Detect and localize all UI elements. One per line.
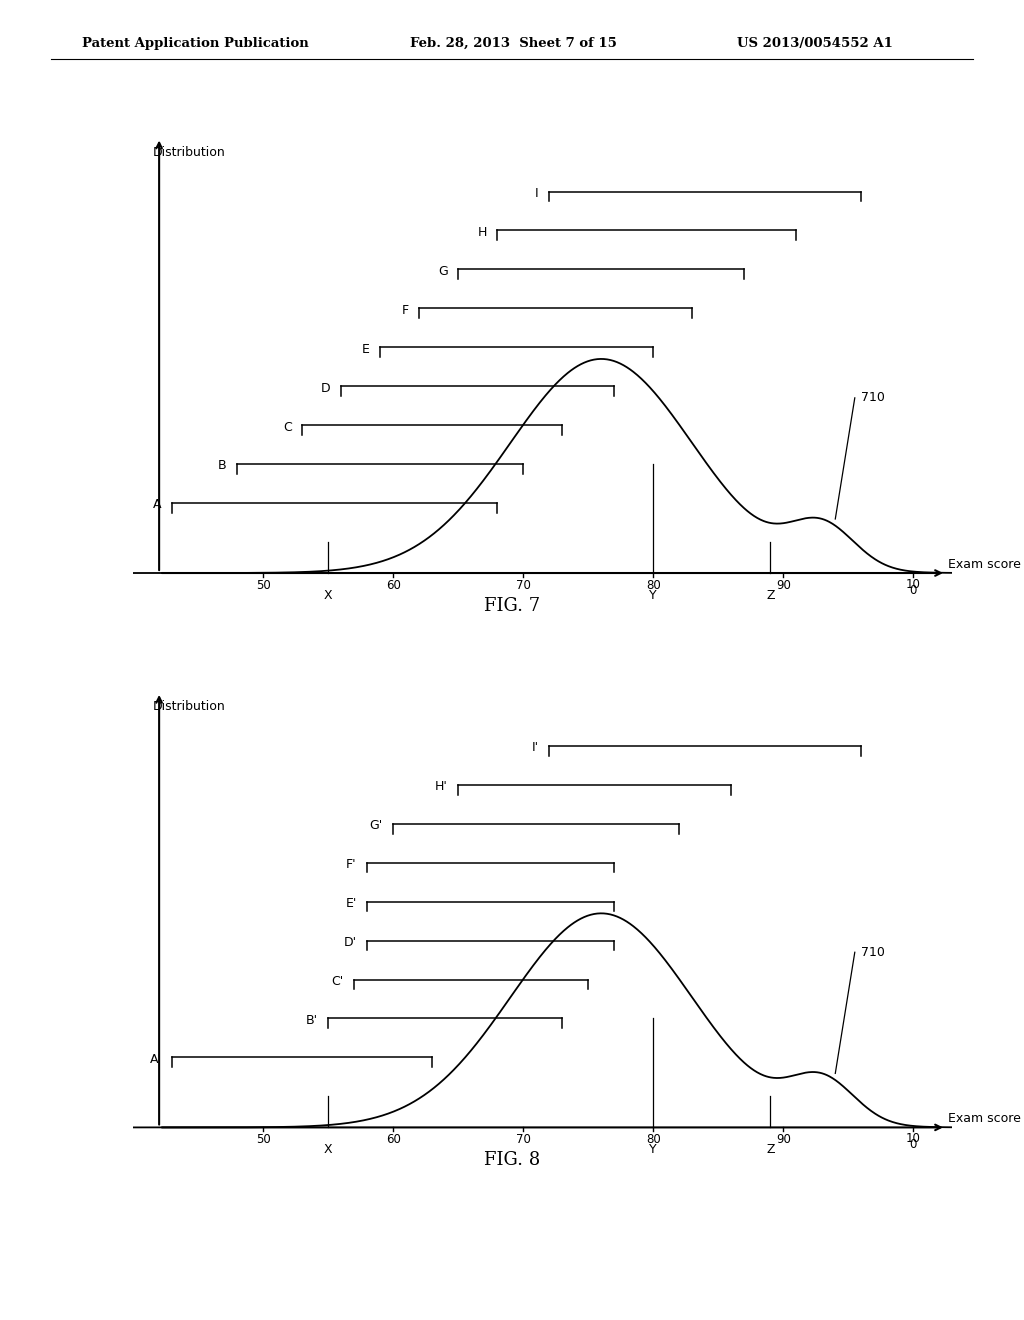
Text: C: C <box>283 421 292 433</box>
Text: E': E' <box>345 898 356 909</box>
Text: 90: 90 <box>776 1134 791 1146</box>
Text: E: E <box>361 343 370 355</box>
Text: D: D <box>322 381 331 395</box>
Text: H: H <box>477 226 486 239</box>
Text: 70: 70 <box>516 579 530 591</box>
Text: 80: 80 <box>646 579 660 591</box>
Text: Feb. 28, 2013  Sheet 7 of 15: Feb. 28, 2013 Sheet 7 of 15 <box>410 37 616 50</box>
Text: 0: 0 <box>909 1138 918 1151</box>
Text: Z: Z <box>766 1143 774 1156</box>
Text: 50: 50 <box>256 1134 270 1146</box>
Text: G: G <box>438 265 447 279</box>
Text: X: X <box>324 589 333 602</box>
Text: FIG. 8: FIG. 8 <box>484 1151 540 1170</box>
Text: D': D' <box>344 936 356 949</box>
Text: 60: 60 <box>386 1134 400 1146</box>
Text: 60: 60 <box>386 579 400 591</box>
Text: US 2013/0054552 A1: US 2013/0054552 A1 <box>737 37 893 50</box>
Text: Exam score: Exam score <box>948 1113 1021 1126</box>
Text: 0: 0 <box>909 583 918 597</box>
Text: Distribution: Distribution <box>153 700 225 713</box>
Text: 10: 10 <box>906 578 921 591</box>
Text: 710: 710 <box>861 391 885 404</box>
Text: 50: 50 <box>256 579 270 591</box>
Text: I': I' <box>531 742 539 755</box>
Text: H': H' <box>435 780 447 793</box>
Text: 90: 90 <box>776 579 791 591</box>
Text: X: X <box>324 1143 333 1156</box>
Text: C': C' <box>332 975 344 987</box>
Text: Exam score: Exam score <box>948 558 1021 572</box>
Text: F': F' <box>346 858 356 871</box>
Text: Y: Y <box>649 589 657 602</box>
Text: Distribution: Distribution <box>153 145 225 158</box>
Text: Patent Application Publication: Patent Application Publication <box>82 37 308 50</box>
Text: Z: Z <box>766 589 774 602</box>
Text: 10: 10 <box>906 1133 921 1146</box>
Text: G': G' <box>370 820 383 833</box>
Text: 80: 80 <box>646 1134 660 1146</box>
Text: F: F <box>401 304 409 317</box>
Text: 70: 70 <box>516 1134 530 1146</box>
Text: A': A' <box>150 1053 162 1065</box>
Text: 710: 710 <box>861 945 885 958</box>
Text: FIG. 7: FIG. 7 <box>484 597 540 615</box>
Text: I: I <box>536 187 539 201</box>
Text: Y: Y <box>649 1143 657 1156</box>
Text: B: B <box>218 459 226 473</box>
Text: A: A <box>154 499 162 511</box>
Text: B': B' <box>305 1014 317 1027</box>
